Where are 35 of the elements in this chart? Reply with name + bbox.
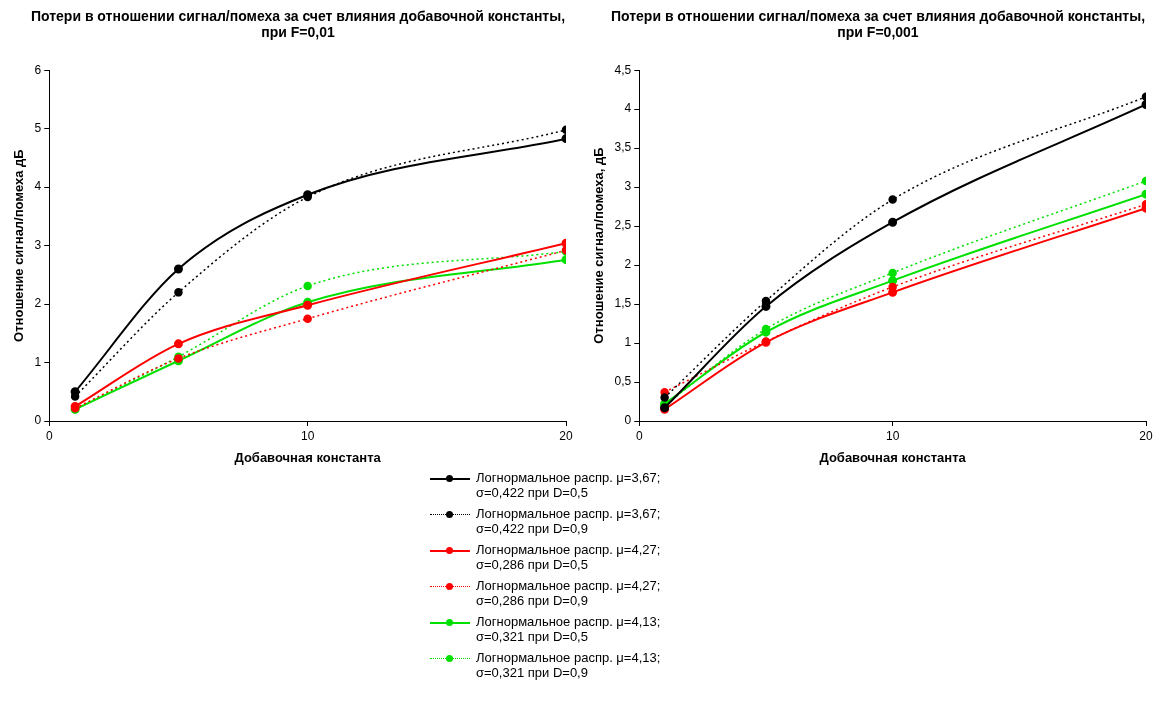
- y-tick-label: 1: [34, 354, 42, 369]
- y-tick-label: 0: [34, 413, 42, 428]
- x-tick-label: 10: [885, 428, 900, 443]
- chart-title: Потери в отношении сигнал/помеха за счет влияния добавочной константы, при F=0,01: [29, 8, 567, 42]
- legend-label: Логнормальное распр. μ=4,13; σ=0,321 при D=0,9: [476, 650, 662, 680]
- x-tick-label: 20: [1139, 428, 1153, 443]
- y-tick-label: 2: [34, 296, 42, 311]
- y-axis-title: Отношение сигнал/помеха дБ: [11, 149, 27, 342]
- y-tick-label: 3: [34, 237, 42, 252]
- x-axis-title: Добавочная константа: [819, 449, 967, 465]
- y-tick-label: 6: [34, 62, 42, 77]
- y-axis-title: Отношение сигнал/помеха, дБ: [591, 147, 607, 344]
- y-tick-label: 2: [624, 257, 632, 272]
- y-tick-label: 4: [624, 101, 632, 116]
- x-tick-label: 20: [559, 428, 573, 443]
- y-tick-label: 5: [34, 120, 42, 135]
- legend-label: Логнормальное распр. μ=4,13; σ=0,321 при D=0,5: [476, 614, 662, 644]
- y-tick-label: 1: [624, 335, 632, 350]
- legend-label: Логнормальное распр. μ=3,67; σ=0,422 при D=0,9: [476, 506, 662, 536]
- y-tick-label: 4,5: [614, 62, 632, 77]
- x-tick-label: 0: [45, 428, 53, 443]
- x-axis-title: Добавочная константа: [234, 449, 382, 465]
- y-tick-label: 3,5: [614, 140, 632, 155]
- legend-label: Логнормальное распр. μ=4,27; σ=0,286 при D=0,5: [476, 542, 662, 572]
- x-tick-label: 0: [635, 428, 643, 443]
- y-tick-label: 3: [624, 179, 632, 194]
- legend-label: Логнормальное распр. μ=4,27; σ=0,286 при D=0,9: [476, 578, 662, 608]
- y-tick-label: 1,5: [614, 296, 632, 311]
- chart-title: Потери в отношении сигнал/помеха за счет влияния добавочной константы, при F=0,001: [609, 8, 1147, 42]
- y-tick-label: 4: [34, 179, 42, 194]
- legend-label: Логнормальное распр. μ=3,67; σ=0,422 при D=0,5: [476, 470, 662, 500]
- y-tick-label: 0,5: [614, 374, 632, 389]
- y-tick-label: 0: [624, 413, 632, 428]
- y-tick-label: 2,5: [614, 218, 632, 233]
- x-tick-label: 10: [300, 428, 315, 443]
